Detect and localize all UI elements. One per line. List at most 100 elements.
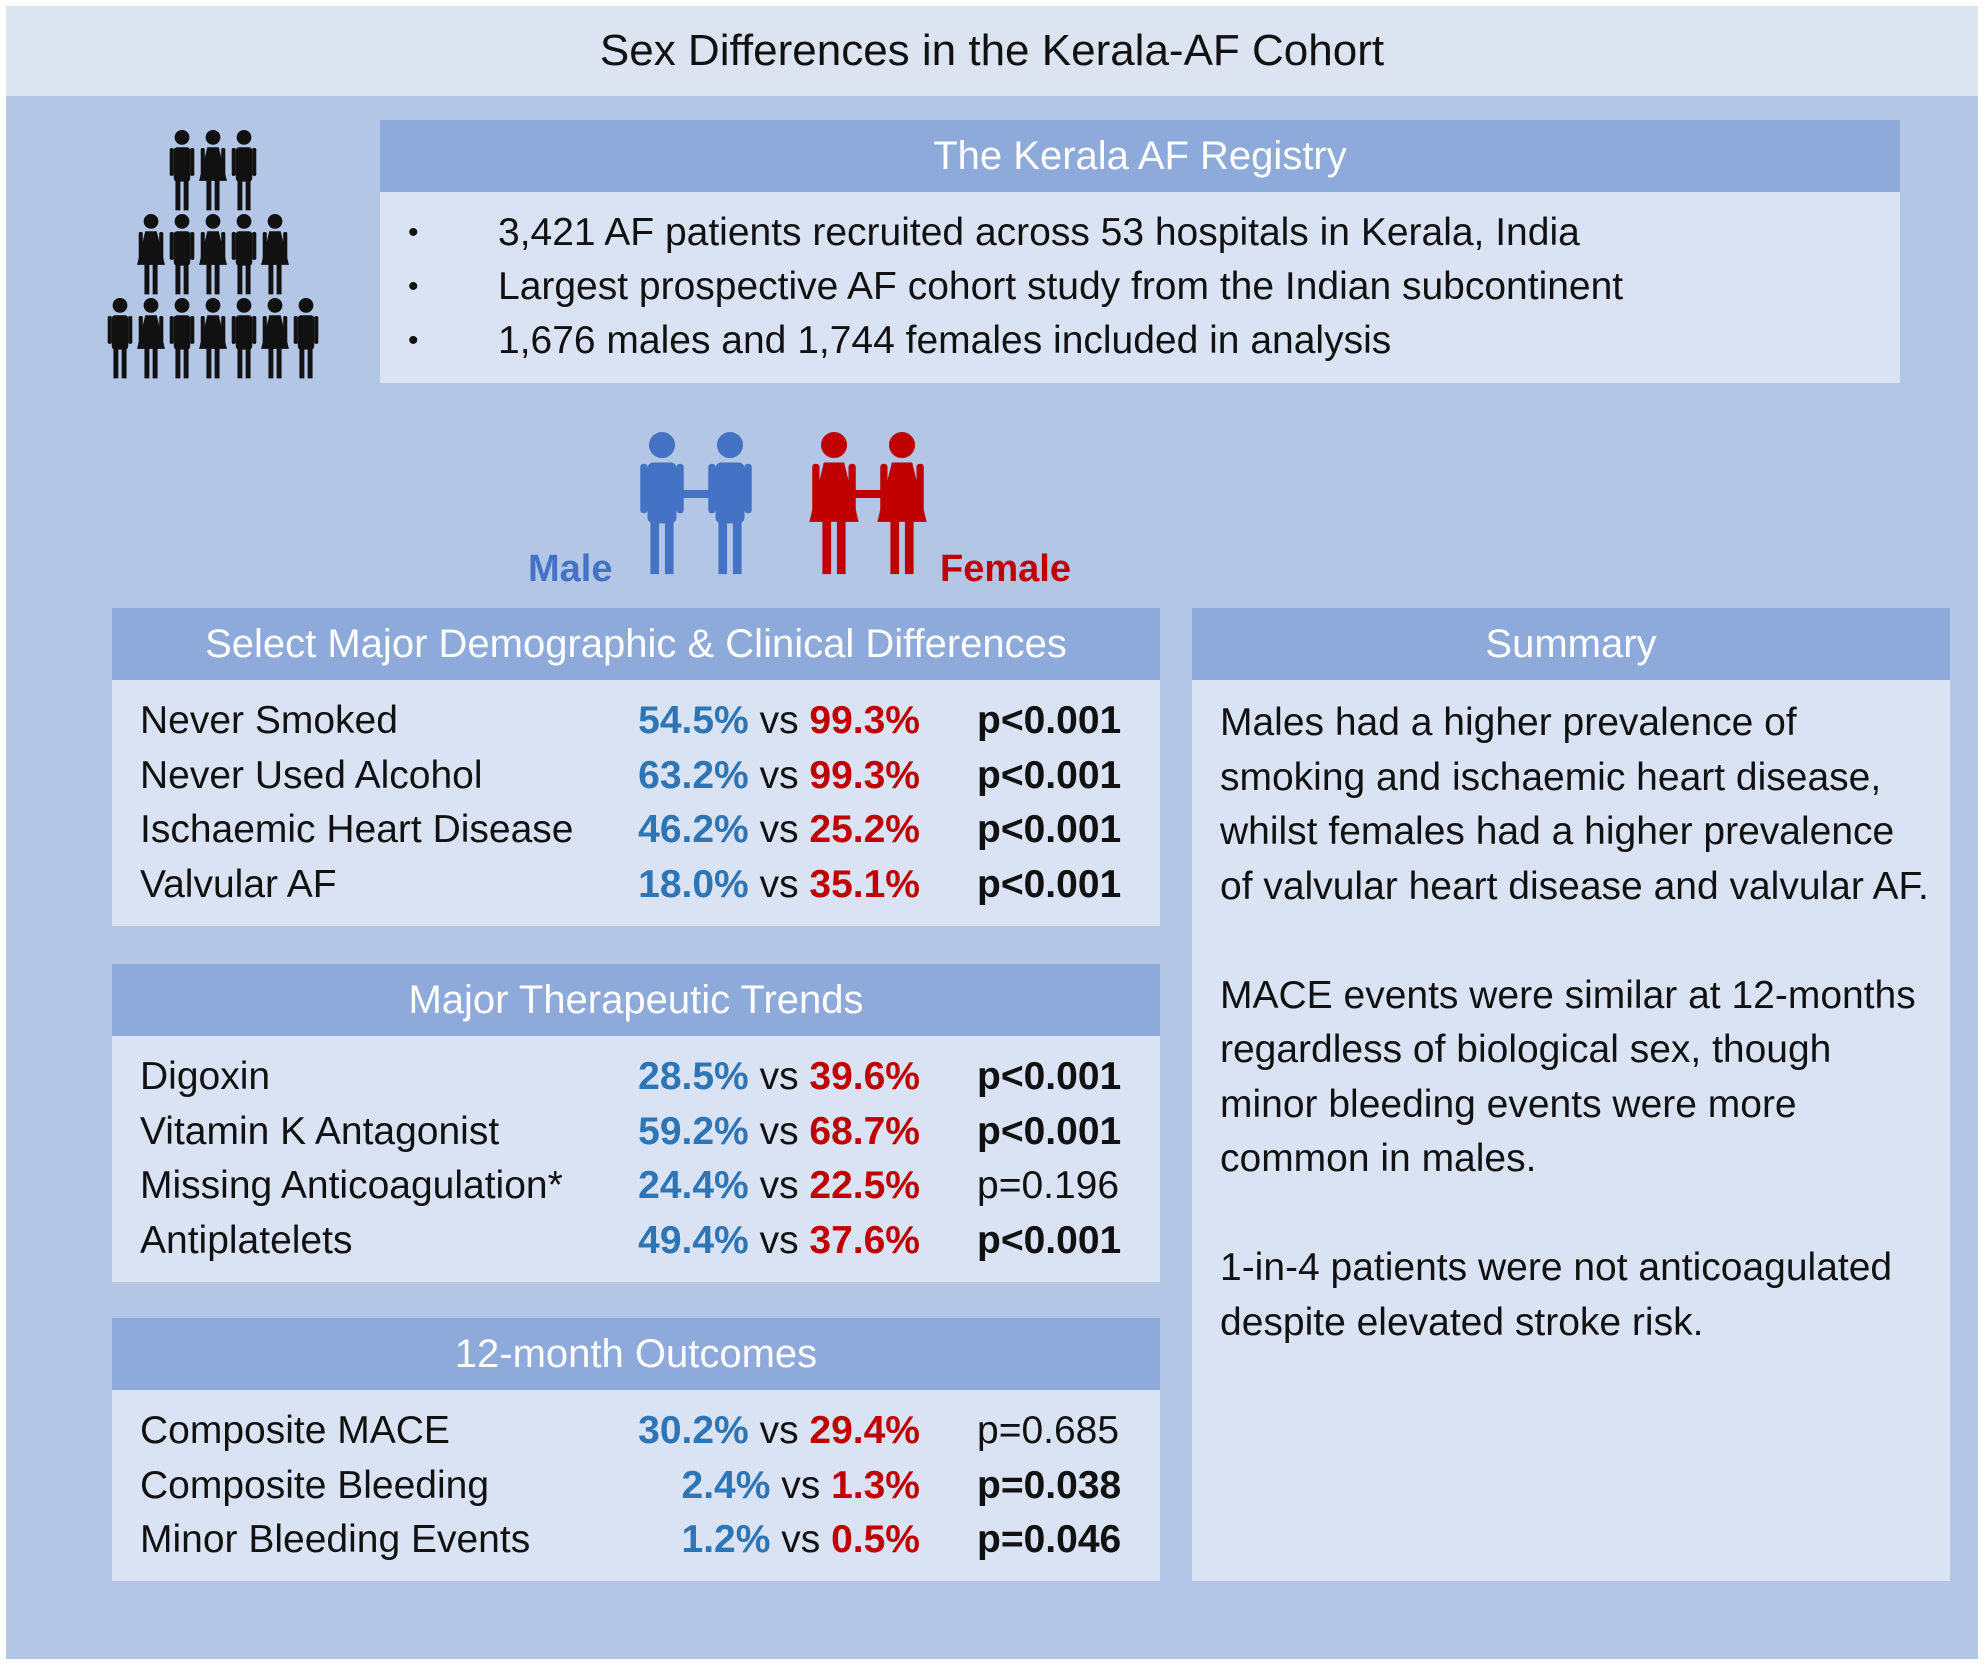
person-icon: [137, 298, 165, 379]
therapeutic-panel: Major Therapeutic Trends Digoxin 28.5% vs…: [112, 964, 1160, 1282]
summary-panel: Summary Males had a higher prevalence of…: [1192, 608, 1950, 1581]
male-couple-icon: [640, 432, 752, 575]
female-value: 1.3%: [831, 1463, 920, 1507]
female-value: 99.3%: [809, 699, 920, 743]
row-label: Minor Bleeding Events: [140, 1518, 531, 1562]
female-value: 35.1%: [809, 862, 920, 906]
outcomes-heading: 12-month Outcomes: [112, 1318, 1160, 1390]
male-value: 2.4%: [681, 1463, 771, 1507]
vs-label: vs: [759, 862, 799, 906]
summary-text: Males had a higher prevalence of smoking…: [1220, 696, 1930, 1405]
person-icon: [169, 298, 195, 379]
summary-paragraph: MACE events were similar at 12-months re…: [1220, 973, 1916, 1181]
vs-label: vs: [759, 753, 799, 797]
summary-heading: Summary: [1192, 608, 1950, 680]
person-icon: [169, 214, 195, 295]
registry-bullet: • 1,676 males and 1,744 females included …: [408, 319, 1392, 362]
person-icon: [231, 214, 257, 295]
p-value: p=0.038: [977, 1463, 1122, 1507]
female-value: 39.6%: [809, 1055, 920, 1099]
registry-panel: The Kerala AF Registry • 3,421 AF patient…: [380, 120, 1900, 383]
outcomes-panel: 12-month Outcomes Composite MACE 30.2% vs…: [112, 1318, 1160, 1581]
p-value: p<0.001: [977, 699, 1122, 743]
demographics-heading: Select Major Demographic & Clinical Diff…: [112, 608, 1160, 680]
female-value: 22.5%: [809, 1164, 920, 1208]
male-value: 54.5%: [638, 699, 749, 743]
female-value: 29.4%: [809, 1409, 920, 1453]
person-icon: [261, 298, 289, 379]
vs-label: vs: [759, 808, 799, 852]
female-couple-icon: [809, 432, 927, 575]
comparison-row: Missing Anticoagulation* 24.4% vs 22.5% p=…: [112, 1159, 1160, 1214]
male-value: 46.2%: [638, 808, 749, 852]
female-figure-icon: [877, 432, 927, 575]
vs-label: vs: [759, 1218, 799, 1262]
p-value: p<0.001: [977, 753, 1122, 797]
male-value: 63.2%: [638, 753, 749, 797]
female-value: 0.5%: [831, 1518, 920, 1562]
comparison-row: Ischaemic Heart Disease 46.2% vs 25.2% p<0…: [112, 803, 1160, 858]
person-icon: [169, 130, 195, 211]
female-value: 68.7%: [809, 1109, 920, 1153]
vs-label: vs: [759, 699, 799, 743]
row-label: Valvular AF: [140, 862, 337, 906]
row-values: 2.4% vs 1.3%: [682, 1464, 921, 1508]
row-label: Never Smoked: [140, 699, 398, 743]
row-label: Digoxin: [140, 1055, 271, 1099]
vs-label: vs: [759, 1055, 799, 1099]
comparison-row: Minor Bleeding Events 1.2% vs 0.5% p=0.046: [112, 1513, 1160, 1568]
comparison-row: Composite MACE 30.2% vs 29.4% p=0.685: [112, 1404, 1160, 1459]
row-values: 59.2% vs 68.7%: [638, 1110, 920, 1154]
female-figure-icon: [809, 432, 859, 575]
row-label: Ischaemic Heart Disease: [140, 808, 574, 852]
row-values: 28.5% vs 39.6%: [638, 1055, 920, 1099]
row-values: 46.2% vs 25.2%: [638, 808, 920, 852]
vs-label: vs: [759, 1164, 799, 1208]
row-values: 24.4% vs 22.5%: [638, 1164, 920, 1208]
row-label: Antiplatelets: [140, 1218, 353, 1262]
male-value: 49.4%: [638, 1218, 749, 1262]
p-value: p=0.196: [977, 1164, 1120, 1208]
person-icon: [199, 130, 227, 211]
comparison-row: Never Smoked 54.5% vs 99.3% p<0.001: [112, 694, 1160, 749]
bullet-icon: •: [408, 216, 419, 249]
p-value: p<0.001: [977, 1218, 1122, 1262]
row-values: 30.2% vs 29.4%: [638, 1409, 920, 1453]
comparison-row: Valvular AF 18.0% vs 35.1% p<0.001: [112, 858, 1160, 913]
male-value: 24.4%: [638, 1164, 749, 1208]
female-value: 99.3%: [809, 753, 920, 797]
demographics-panel: Select Major Demographic & Clinical Diff…: [112, 608, 1160, 926]
row-values: 18.0% vs 35.1%: [638, 863, 920, 907]
male-value: 28.5%: [638, 1055, 749, 1099]
therapeutic-heading: Major Therapeutic Trends: [112, 964, 1160, 1036]
vs-label: vs: [781, 1463, 821, 1507]
person-icon: [137, 214, 165, 295]
male-figure-icon: [708, 432, 752, 575]
row-label: Never Used Alcohol: [140, 753, 483, 797]
comparison-row: Digoxin 28.5% vs 39.6% p<0.001: [112, 1050, 1160, 1105]
vs-label: vs: [781, 1518, 821, 1562]
p-value: p<0.001: [977, 862, 1122, 906]
person-icon: [231, 298, 257, 379]
legend-male-label: Male: [528, 548, 613, 590]
p-value: p=0.685: [977, 1409, 1120, 1453]
registry-bullet: • 3,421 AF patients recruited across 53 h…: [408, 211, 1580, 254]
vs-label: vs: [759, 1409, 799, 1453]
demographics-rows: Never Smoked 54.5% vs 99.3% p<0.001 Never U…: [112, 694, 1160, 912]
comparison-row: Never Used Alcohol 63.2% vs 99.3% p<0.001: [112, 749, 1160, 804]
vs-label: vs: [759, 1109, 799, 1153]
person-icon: [293, 298, 319, 379]
legend-female-label: Female: [940, 548, 1071, 590]
row-label: Vitamin K Antagonist: [140, 1109, 500, 1153]
row-values: 1.2% vs 0.5%: [682, 1518, 921, 1562]
bullet-icon: •: [408, 270, 419, 303]
row-label: Composite Bleeding: [140, 1463, 490, 1507]
p-value: p=0.046: [977, 1518, 1122, 1562]
male-value: 1.2%: [681, 1518, 771, 1562]
registry-heading: The Kerala AF Registry: [380, 120, 1900, 192]
male-value: 30.2%: [638, 1409, 749, 1453]
therapeutic-rows: Digoxin 28.5% vs 39.6% p<0.001 Vitamin K An…: [112, 1050, 1160, 1268]
row-values: 63.2% vs 99.3%: [638, 754, 920, 798]
person-icon: [199, 298, 227, 379]
